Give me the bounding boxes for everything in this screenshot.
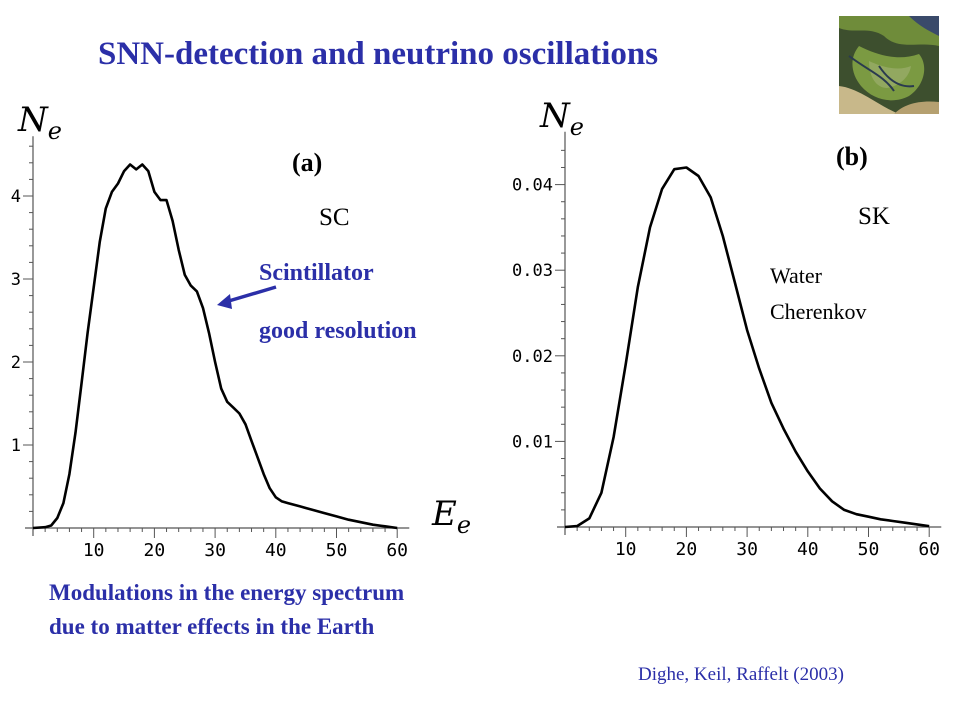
panel-b-label: (b) (836, 142, 868, 171)
panel-a-note-line1: Scintillator (259, 260, 374, 286)
panel-b-note-line1: Water (770, 263, 822, 288)
pointer-arrow (221, 285, 277, 305)
y-tick-label: 2 (11, 353, 21, 373)
panel-b-plot: 10 20 30 40 50 60 0.01 0.02 0.03 0.04 (512, 131, 942, 560)
delta-thumbnail (839, 16, 939, 114)
slide-title: SNN-detection and neutrino oscillations (98, 36, 659, 72)
footnote: Modulations in the energy spectrum due t… (49, 580, 405, 639)
x-tick-label: 40 (797, 539, 819, 560)
x-tick-label: 60 (918, 539, 940, 560)
x-tick-label: 60 (386, 540, 408, 561)
x-tick-label: 50 (326, 540, 348, 561)
x-tick-label: 30 (204, 540, 226, 561)
panel-a-note-line2: good resolution (259, 318, 417, 344)
x-tick-label: 50 (858, 539, 880, 560)
panel-a-xlabel: Ee (432, 494, 472, 539)
spectrum-curve (32, 163, 398, 530)
panel-b-note-line2: Cherenkov (770, 299, 867, 324)
x-tick-label: 10 (615, 539, 637, 560)
y-tick-label: 0.03 (512, 261, 553, 281)
panel-a-detector: SC (319, 204, 350, 231)
y-tick-label: 0.02 (512, 347, 553, 367)
satellite-delta-image (839, 16, 939, 114)
y-tick-label: 1 (11, 436, 21, 456)
x-tick-label: 30 (736, 539, 758, 560)
panel-a-ylabel: Ne (18, 100, 62, 145)
pointer-arrowhead (217, 294, 232, 309)
citation: Dighe, Keil, Raffelt (2003) (638, 664, 844, 685)
y-tick-label: 0.01 (512, 432, 553, 452)
panel-b-detector: SK (858, 203, 890, 230)
panel-b-ylabel: Ne (540, 96, 584, 141)
x-tick-label: 20 (144, 540, 166, 561)
panel-a-plot: 10 20 30 40 50 60 1 2 3 4 (11, 136, 410, 561)
y-tick-label: 0.04 (512, 176, 553, 196)
y-tick-label: 3 (11, 270, 21, 290)
spectrum-curve (564, 166, 930, 529)
panel-a-label: (a) (292, 148, 323, 177)
y-tick-label: 4 (11, 187, 21, 207)
x-tick-label: 20 (676, 539, 698, 560)
x-tick-label: 40 (265, 540, 287, 561)
x-tick-label: 10 (83, 540, 105, 561)
